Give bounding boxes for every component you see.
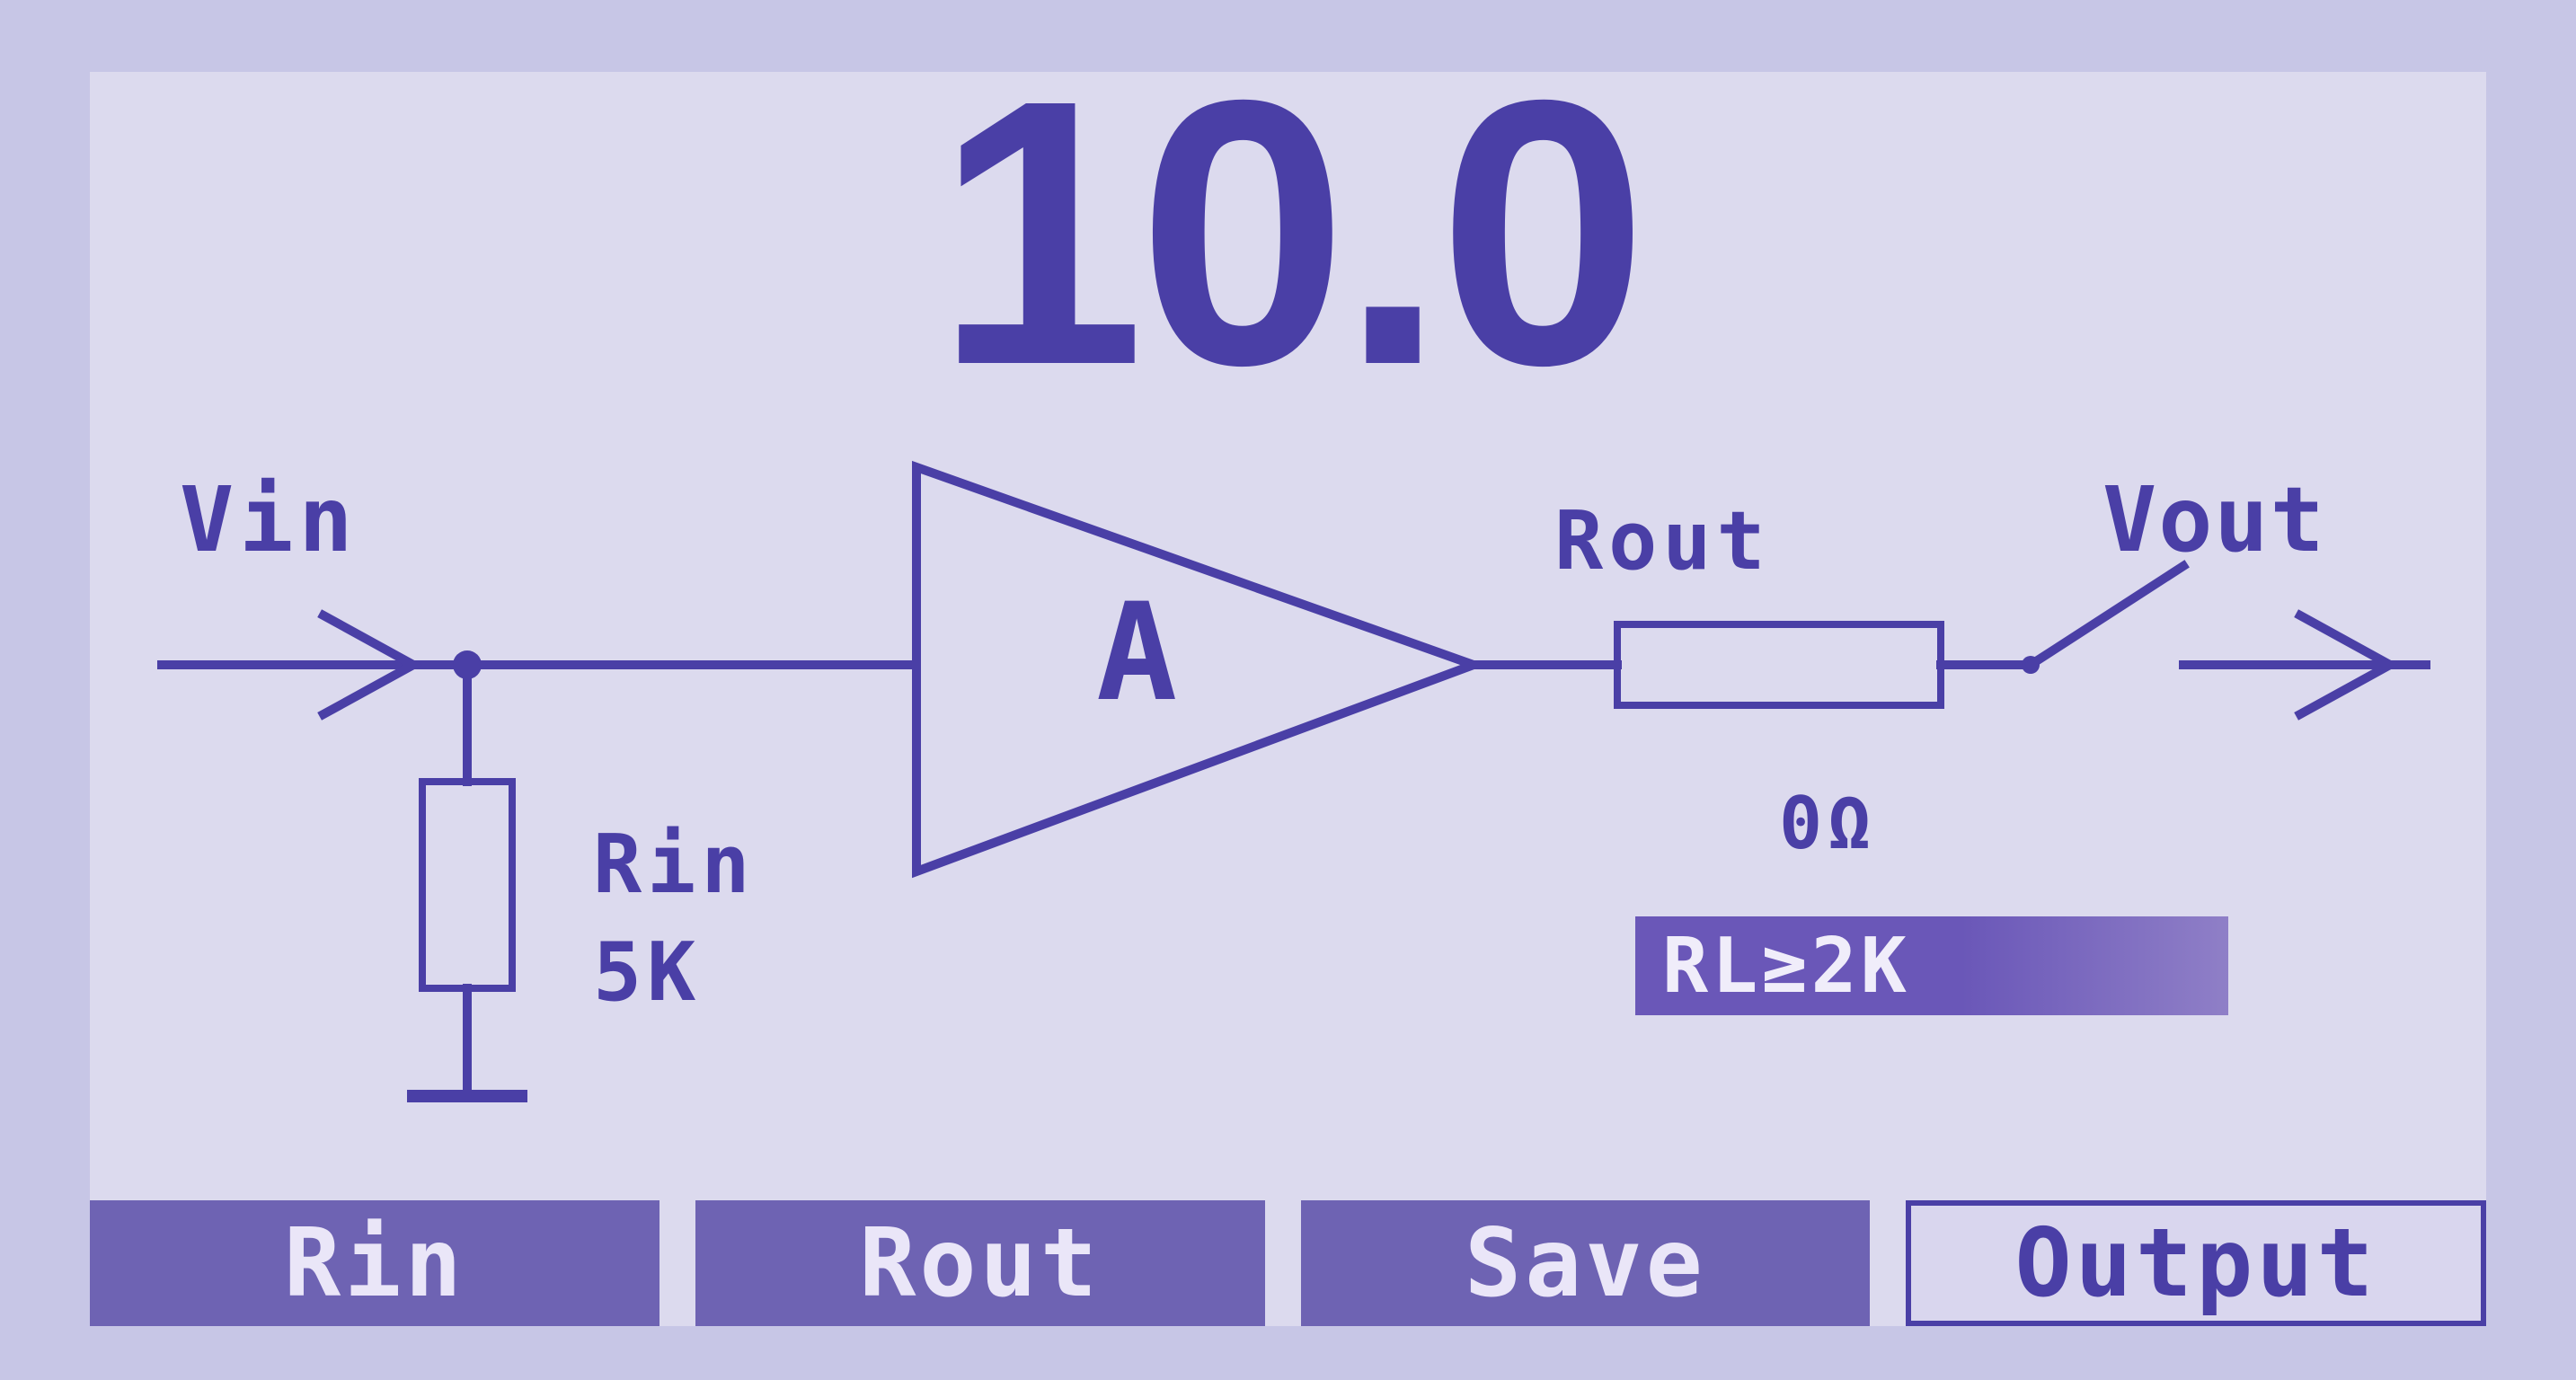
- softkey-save[interactable]: Save: [1301, 1200, 1871, 1326]
- vin-label: Vin: [180, 467, 359, 572]
- rout-label: Rout: [1554, 494, 1771, 588]
- softkey-bar: Rin Rout Save Output: [90, 1200, 2486, 1326]
- gain-readout: 10.0: [90, 45, 2486, 422]
- softkey-rout[interactable]: Rout: [695, 1200, 1265, 1326]
- softkey-output[interactable]: Output: [1906, 1200, 2486, 1326]
- lcd-screen: 10.0 Vin Vout A Rin 5K Rout 0Ω RL≥2K Rin…: [0, 0, 2576, 1380]
- rin-value: 5K: [593, 925, 701, 1020]
- rin-label: Rin: [593, 818, 756, 912]
- softkey-rin[interactable]: Rin: [90, 1200, 659, 1326]
- load-resistance-badge: RL≥2K: [1635, 916, 2228, 1015]
- rout-value: 0Ω: [1779, 782, 1876, 865]
- amp-gain-letter: A: [1096, 575, 1177, 731]
- vout-label: Vout: [2102, 467, 2326, 572]
- display-panel: 10.0 Vin Vout A Rin 5K Rout 0Ω RL≥2K Rin…: [90, 72, 2486, 1326]
